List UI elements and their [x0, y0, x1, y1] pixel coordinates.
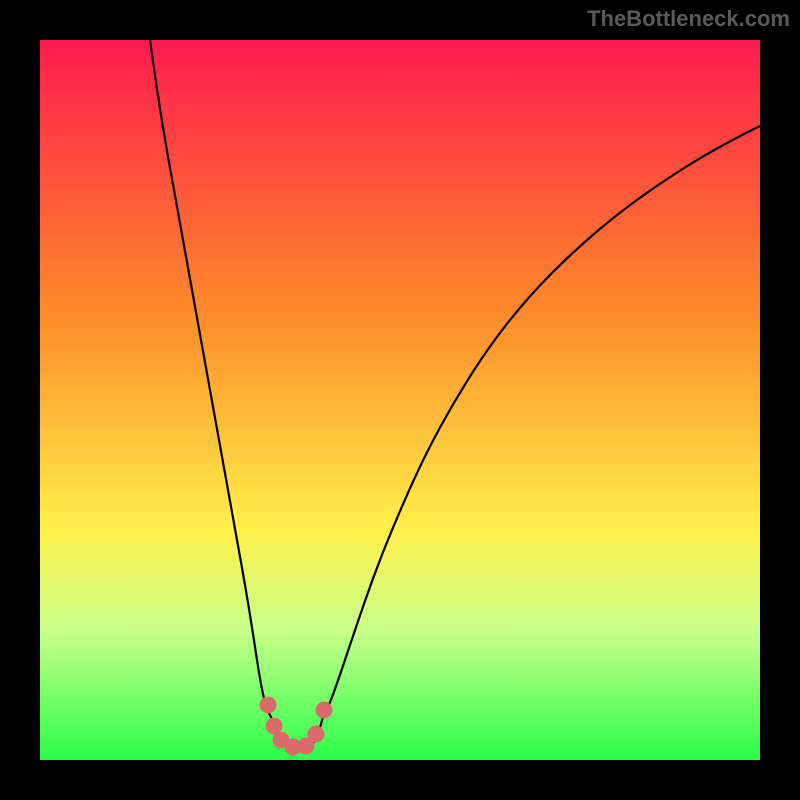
watermark-label: TheBottleneck.com	[587, 6, 790, 32]
plot-area	[40, 40, 760, 760]
